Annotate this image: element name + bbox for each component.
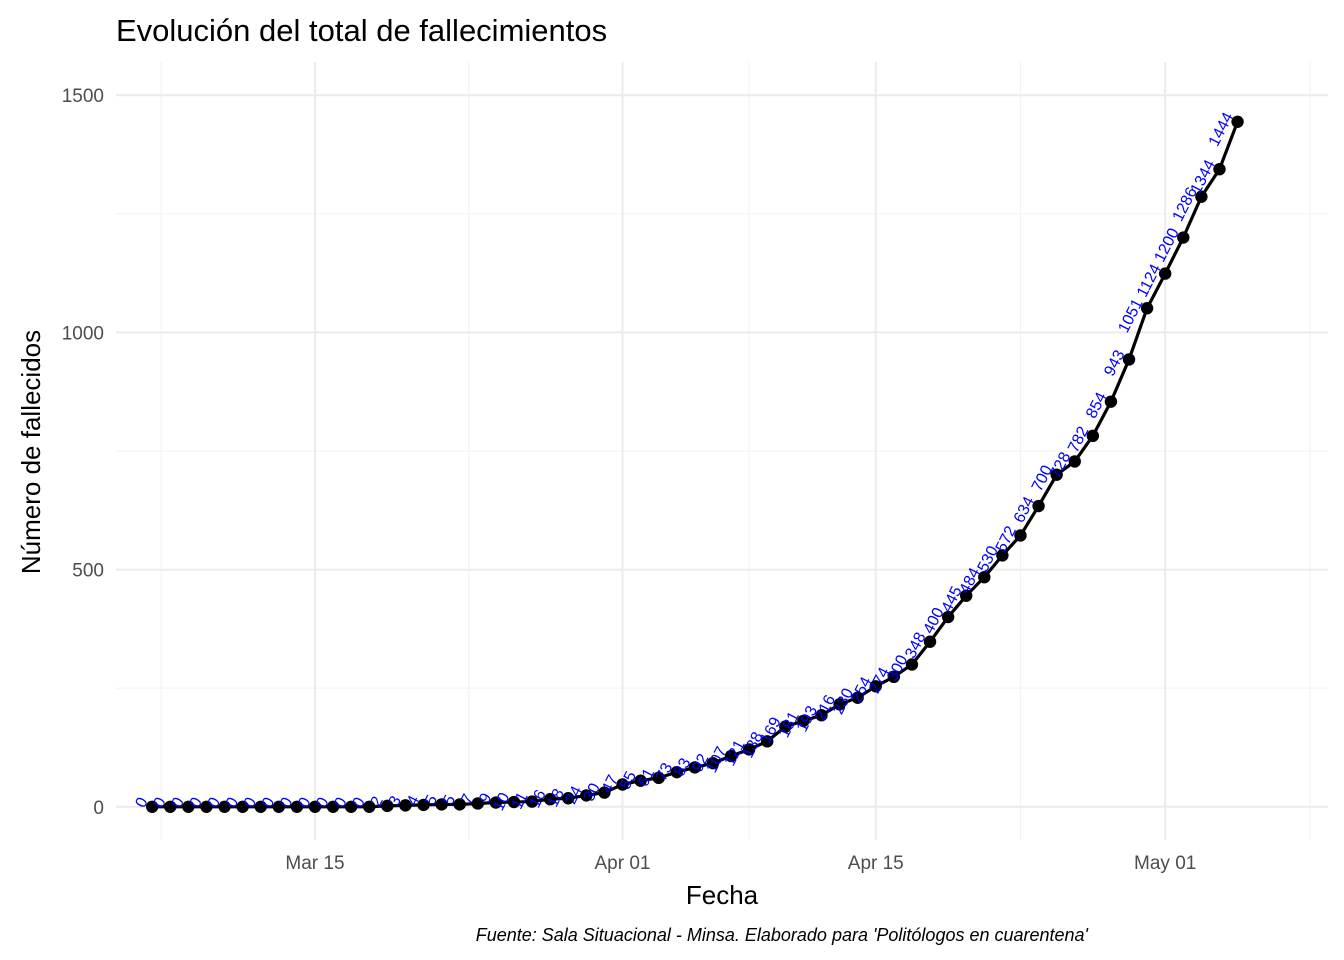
y-tick-label: 1000 [62,323,104,344]
data-point [634,774,647,787]
data-point [905,658,919,671]
data-point [435,798,448,811]
data-point [580,789,593,802]
data-point [399,799,412,812]
data-label: 24 [563,783,586,807]
data-point [236,800,249,813]
data-label: 30 [581,781,604,805]
data-point [1177,231,1190,244]
data-point [200,800,213,813]
data-label: 1444 [1206,110,1237,150]
data-point [1213,163,1226,176]
data-point [616,778,629,791]
data-point [1158,267,1172,280]
data-point [887,670,901,684]
data-label: 1051 [1115,296,1146,336]
data-point [941,610,955,624]
data-label: 61 [635,766,658,790]
data-point [996,549,1009,562]
data-label: 92 [689,751,712,775]
data-label: 11 [509,790,532,813]
data-point [1086,429,1100,443]
data-point [507,795,521,809]
data-label: 83 [671,755,694,779]
x-axis-ticks: Mar 15 Apr 01 Apr 15 May 01 [285,853,1196,874]
data-point [453,798,466,811]
y-axis-title: Número de fallecidos [16,330,46,574]
data-point [652,771,665,785]
data-point [308,800,322,813]
data-point [1122,353,1136,366]
x-axis-title: Fecha [686,880,759,910]
data-point [1068,455,1081,468]
data-point [869,680,882,693]
data-point [417,798,430,812]
data-point [254,800,267,813]
data-point [182,800,195,813]
data-point [851,691,864,704]
data-point [326,800,340,813]
data-point [815,709,828,722]
data-point [779,720,792,733]
data-point [1140,302,1154,315]
data-label: 73 [653,760,676,784]
data-point [688,761,702,774]
data-point [272,800,286,813]
data-label: 16 [526,787,549,811]
chart-caption: Fuente: Sala Situacional - Minsa. Elabor… [476,925,1089,945]
data-point [833,698,846,711]
data-point [471,797,484,810]
data-point [761,735,774,748]
data-point [344,800,358,813]
grid [116,62,1328,840]
x-tick-label: Apr 01 [595,853,651,874]
y-tick-label: 500 [72,561,104,582]
x-tick-label: Mar 15 [285,853,344,874]
data-point [525,795,539,808]
data-point [670,765,683,779]
data-label: 10 [490,790,513,814]
data-point [543,793,557,806]
data-point [1104,395,1118,408]
data-label: 55 [617,769,640,793]
data-point [489,796,503,809]
data-point [145,800,159,813]
x-tick-label: May 01 [1134,853,1196,874]
x-tick-label: Apr 15 [848,853,904,874]
y-axis-ticks: 0 500 1000 1500 [62,86,104,819]
data-point [724,749,738,763]
data-point [1014,529,1027,542]
data-point [1032,499,1045,513]
series-line-group [145,115,1244,813]
data-point [742,743,756,756]
y-tick-label: 0 [93,798,104,819]
data-point [562,792,575,805]
data-point [290,800,304,813]
data-point [363,800,376,813]
data-point [923,635,937,648]
data-point [218,800,231,813]
data-point [960,589,973,602]
data-point [381,799,394,813]
data-label: 47 [599,773,622,797]
data-label: 18 [545,786,568,810]
data-point [598,786,611,799]
data-labels: 0000000000000234557910111618243047556173… [133,110,1238,814]
data-point [1231,115,1244,128]
data-point [1195,190,1208,203]
y-tick-label: 1500 [62,86,104,107]
data-point [1050,468,1063,481]
data-point [706,756,720,770]
data-point [164,800,177,813]
data-point [978,570,991,584]
data-point [797,714,810,728]
data-label: 0 [133,795,152,811]
chart-title: Evolución del total de fallecimientos [116,13,607,48]
